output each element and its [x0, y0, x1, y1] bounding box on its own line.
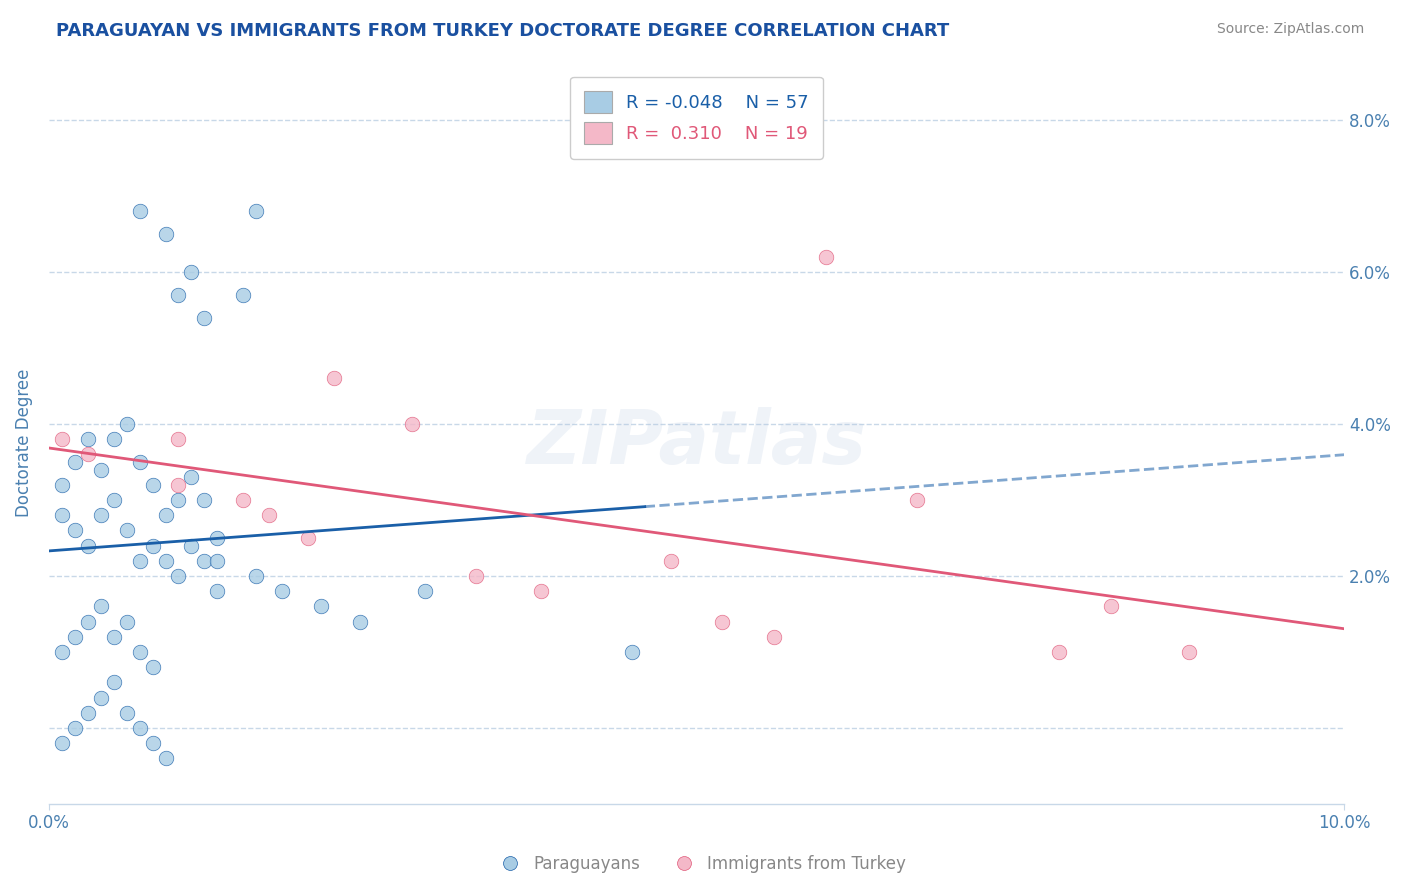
- Point: [103, 675, 125, 690]
- Point: [51, 478, 73, 492]
- Point: [245, 569, 267, 583]
- Point: [180, 470, 202, 484]
- Point: [128, 204, 150, 219]
- Point: [115, 706, 138, 720]
- Point: [90, 508, 112, 523]
- Point: [76, 432, 98, 446]
- Point: [193, 493, 215, 508]
- Point: [207, 584, 229, 599]
- Point: [167, 432, 190, 446]
- Legend: Paraguayans, Immigrants from Turkey: Paraguayans, Immigrants from Turkey: [494, 848, 912, 880]
- Point: [76, 615, 98, 629]
- Point: [155, 554, 177, 568]
- Point: [401, 417, 423, 431]
- Point: [309, 599, 332, 614]
- Point: [232, 288, 254, 302]
- Point: [271, 584, 294, 599]
- Point: [76, 706, 98, 720]
- Point: [51, 736, 73, 750]
- Y-axis label: Doctorate Degree: Doctorate Degree: [15, 369, 32, 517]
- Point: [76, 447, 98, 461]
- Point: [76, 539, 98, 553]
- Point: [659, 554, 682, 568]
- Point: [128, 645, 150, 659]
- Point: [155, 227, 177, 241]
- Point: [103, 630, 125, 644]
- Point: [322, 371, 344, 385]
- Point: [193, 310, 215, 325]
- Text: PARAGUAYAN VS IMMIGRANTS FROM TURKEY DOCTORATE DEGREE CORRELATION CHART: PARAGUAYAN VS IMMIGRANTS FROM TURKEY DOC…: [56, 22, 949, 40]
- Point: [711, 615, 734, 629]
- Text: ZIPatlas: ZIPatlas: [527, 407, 866, 480]
- Point: [193, 554, 215, 568]
- Point: [63, 455, 86, 469]
- Point: [207, 531, 229, 545]
- Point: [90, 599, 112, 614]
- Point: [257, 508, 280, 523]
- Point: [232, 493, 254, 508]
- Point: [90, 690, 112, 705]
- Point: [51, 645, 73, 659]
- Point: [51, 508, 73, 523]
- Point: [465, 569, 488, 583]
- Point: [1099, 599, 1122, 614]
- Point: [297, 531, 319, 545]
- Point: [51, 432, 73, 446]
- Point: [142, 539, 165, 553]
- Point: [142, 736, 165, 750]
- Point: [1047, 645, 1070, 659]
- Point: [142, 660, 165, 674]
- Point: [63, 630, 86, 644]
- Legend: R = -0.048    N = 57, R =  0.310    N = 19: R = -0.048 N = 57, R = 0.310 N = 19: [569, 77, 823, 159]
- Point: [905, 493, 928, 508]
- Point: [63, 524, 86, 538]
- Point: [413, 584, 436, 599]
- Point: [167, 478, 190, 492]
- Point: [180, 265, 202, 279]
- Point: [1177, 645, 1199, 659]
- Point: [620, 645, 643, 659]
- Point: [128, 721, 150, 735]
- Point: [128, 554, 150, 568]
- Point: [167, 288, 190, 302]
- Point: [167, 569, 190, 583]
- Point: [90, 463, 112, 477]
- Point: [155, 751, 177, 765]
- Point: [180, 539, 202, 553]
- Point: [115, 615, 138, 629]
- Point: [103, 493, 125, 508]
- Point: [167, 493, 190, 508]
- Text: Source: ZipAtlas.com: Source: ZipAtlas.com: [1216, 22, 1364, 37]
- Point: [763, 630, 786, 644]
- Point: [63, 721, 86, 735]
- Point: [128, 455, 150, 469]
- Point: [142, 478, 165, 492]
- Point: [115, 417, 138, 431]
- Point: [349, 615, 371, 629]
- Point: [815, 250, 838, 264]
- Point: [245, 204, 267, 219]
- Point: [207, 554, 229, 568]
- Point: [115, 524, 138, 538]
- Point: [155, 508, 177, 523]
- Point: [530, 584, 553, 599]
- Point: [103, 432, 125, 446]
